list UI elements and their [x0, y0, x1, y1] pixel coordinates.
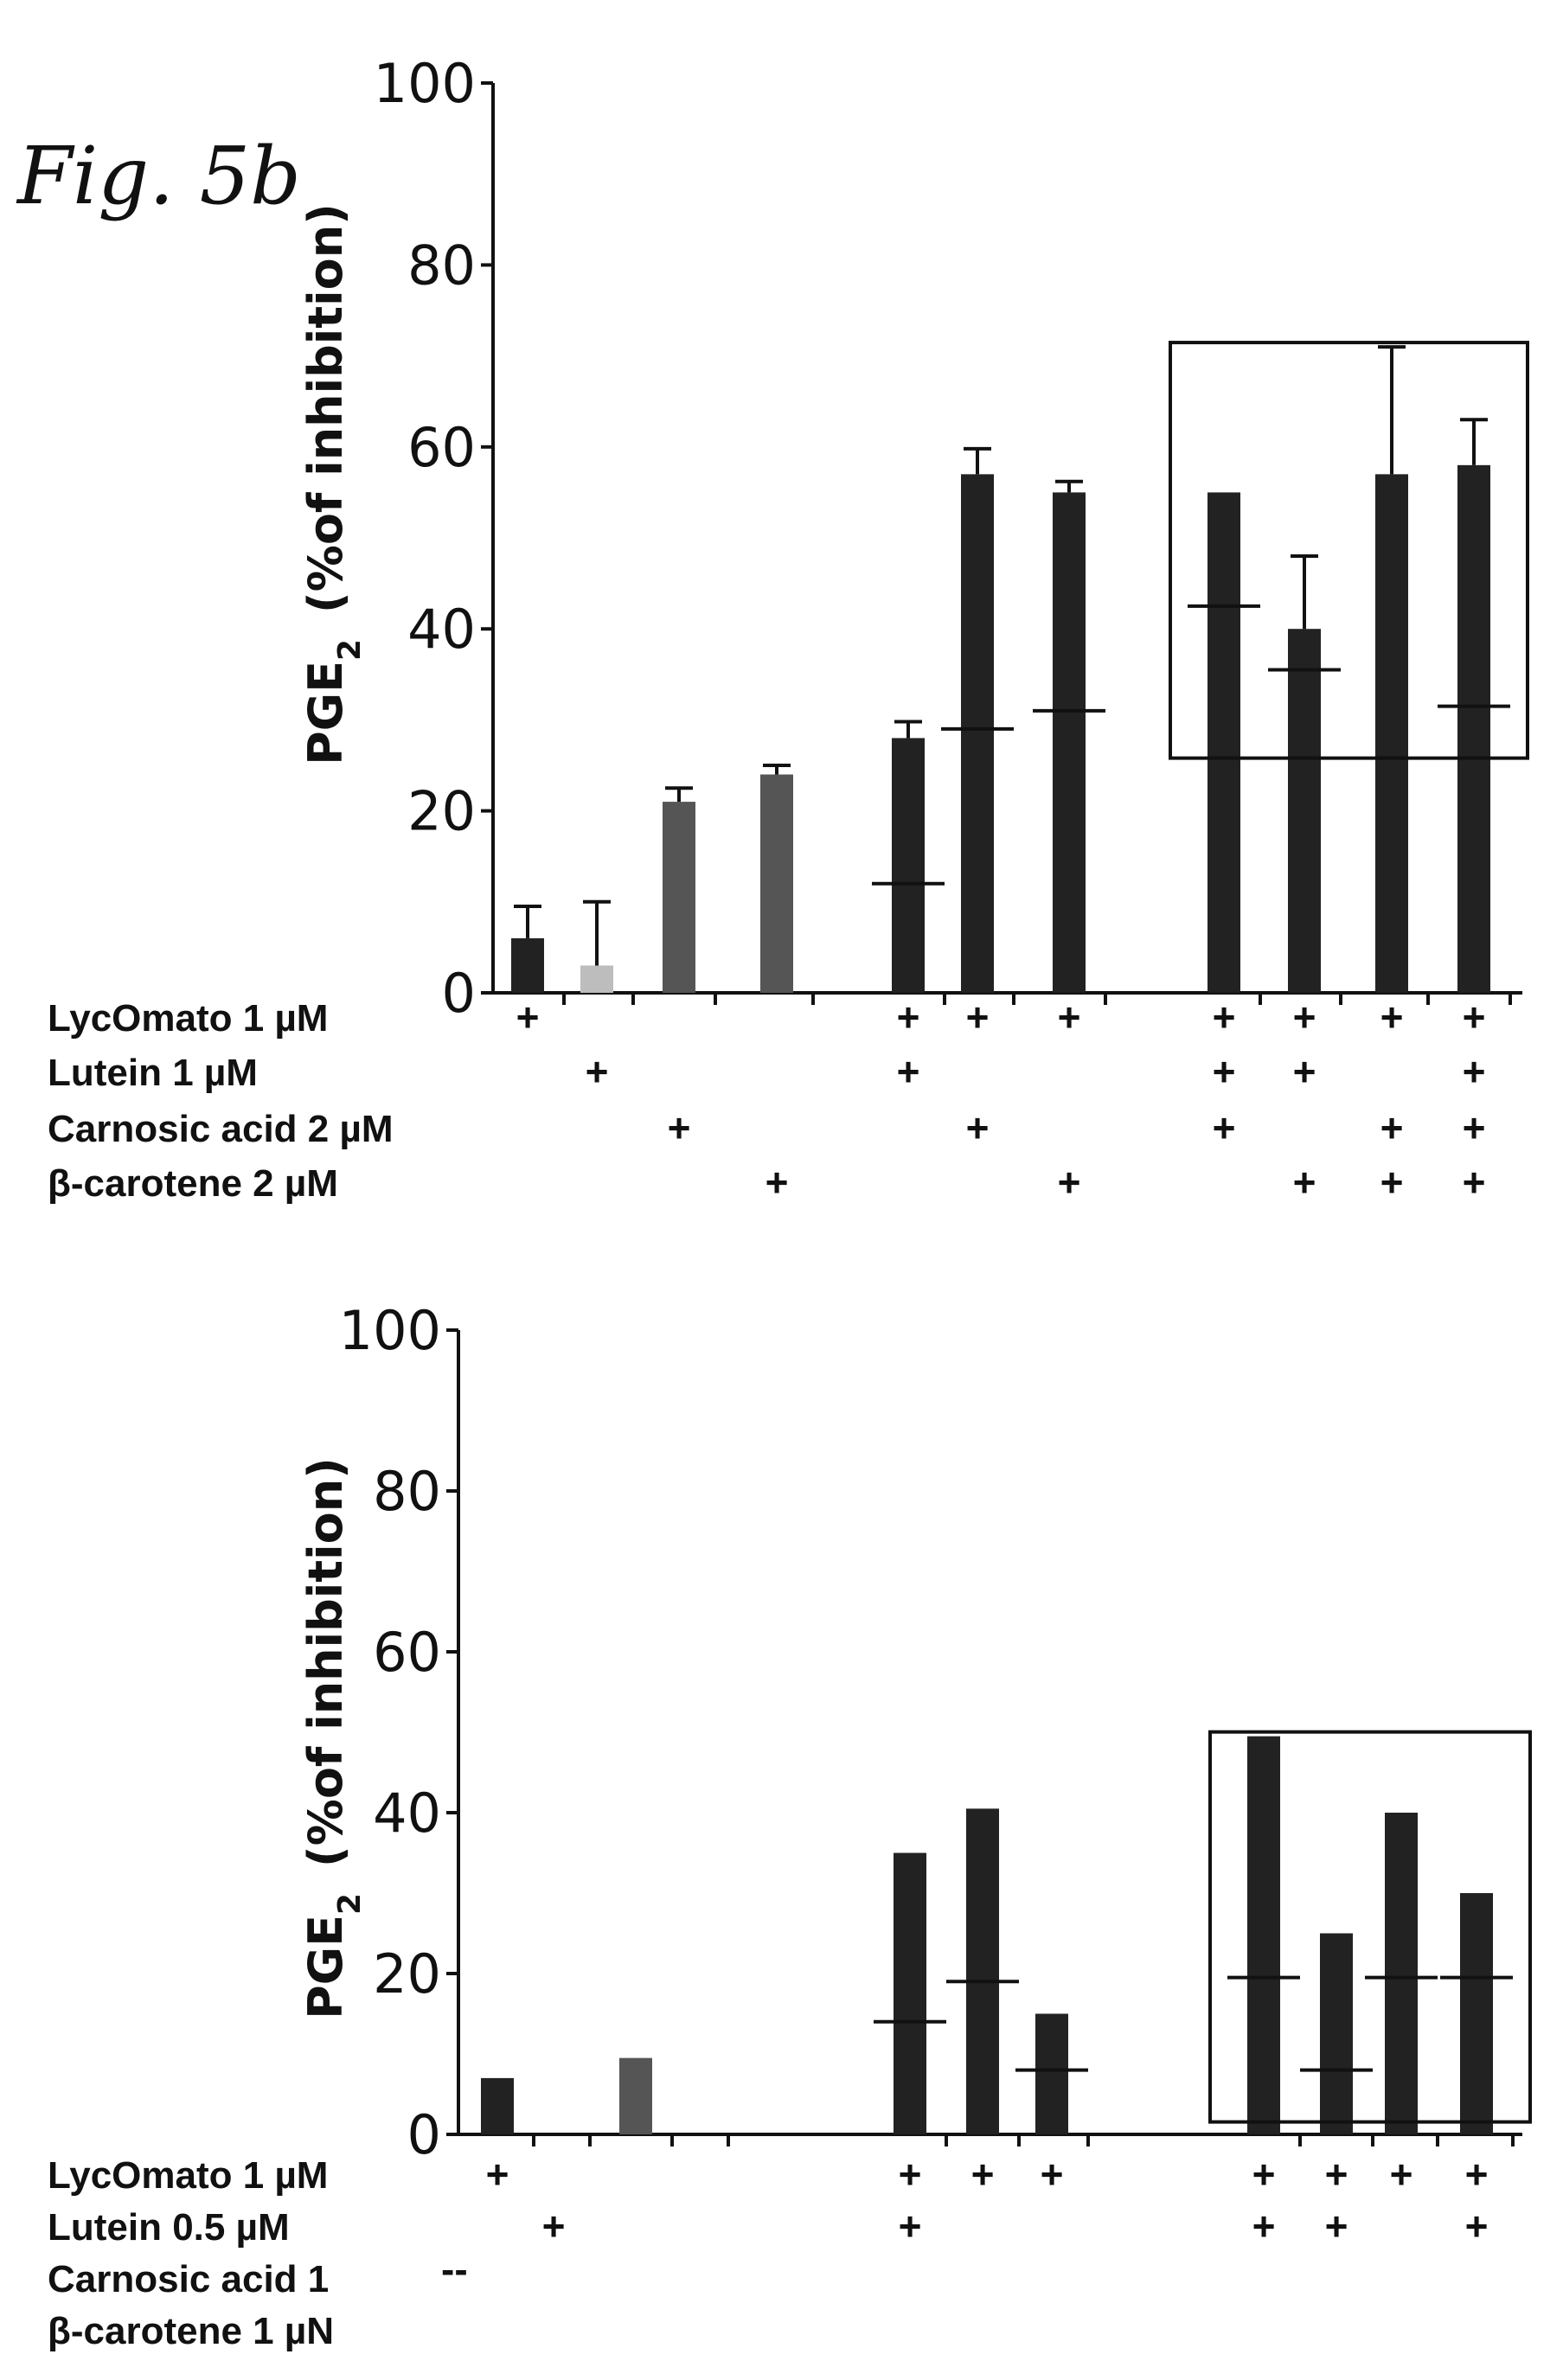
- plus-marker: +: [1463, 1105, 1486, 1150]
- row-label: Carnosic acid 2 µM: [48, 1108, 393, 1150]
- bar-6: [966, 1808, 999, 2134]
- bar-11: [1460, 1893, 1493, 2134]
- plus-marker: +: [1293, 1160, 1316, 1205]
- row-label: β-carotene 2 µM: [48, 1162, 338, 1205]
- plus-marker: +: [1213, 1105, 1236, 1150]
- y-tick-label: 40: [407, 598, 476, 661]
- plus-marker: +: [1463, 995, 1486, 1040]
- row-label: Carnosic acid 1: [48, 2258, 329, 2300]
- bar-7: [1035, 2014, 1068, 2135]
- plus-marker: +: [1465, 2152, 1489, 2197]
- figure-charts: 020406080100PGE2(%of inhibition)++++++++…: [0, 0, 1563, 2380]
- plus-marker: +: [1293, 1049, 1316, 1094]
- y-tick-label: 100: [339, 1299, 441, 1362]
- y-tick-label: 60: [407, 416, 476, 479]
- y-axis-label-main: PGE: [298, 661, 353, 765]
- row-label: β-carotene 1 µN: [48, 2310, 334, 2352]
- bar-5: [894, 1853, 926, 2135]
- carnosic-marker: --: [441, 2247, 468, 2292]
- y-tick-label: 40: [373, 1782, 441, 1845]
- plus-marker: +: [1058, 1160, 1081, 1205]
- plus-marker: +: [1041, 2152, 1064, 2197]
- plus-marker: +: [1325, 2204, 1348, 2249]
- plus-marker: +: [765, 1160, 789, 1205]
- plus-marker: +: [516, 995, 540, 1040]
- plus-marker: +: [971, 2152, 995, 2197]
- bar-6: [961, 474, 994, 993]
- plus-marker: +: [586, 1049, 609, 1094]
- plus-marker: +: [897, 1049, 920, 1094]
- bar-1: [481, 2078, 514, 2134]
- bar-3: [619, 2058, 652, 2134]
- bar-9: [1320, 1934, 1353, 2135]
- plus-marker: +: [1213, 1049, 1236, 1094]
- bar-1: [511, 938, 544, 993]
- row-label: LycOmato 1 µM: [48, 997, 328, 1040]
- plus-marker: +: [1465, 2204, 1489, 2249]
- y-tick-label: 20: [373, 1942, 441, 2006]
- bar-9: [1288, 629, 1321, 993]
- row-label: Lutein 1 µM: [48, 1052, 258, 1094]
- plus-marker: +: [1252, 2204, 1276, 2249]
- plus-marker: +: [542, 2204, 566, 2249]
- row-label: Lutein 0.5 µM: [48, 2206, 290, 2249]
- y-tick-label: 0: [442, 962, 476, 1025]
- y-axis-label-main: PGE: [298, 1915, 353, 2019]
- bar-8: [1207, 492, 1240, 993]
- bar-4: [760, 775, 793, 993]
- bar-11: [1457, 465, 1490, 993]
- y-axis-label-sub: 2: [332, 1893, 368, 1915]
- plus-marker: +: [1213, 995, 1236, 1040]
- bar-3: [663, 802, 695, 993]
- plus-marker: +: [1252, 2152, 1276, 2197]
- chart-2: 0 20 40 60 80 100 PGE2 (%of inhibition) + + + + + + + +…: [48, 1299, 1530, 2352]
- plus-marker: +: [966, 1105, 990, 1150]
- y-tick-label: 80: [407, 234, 476, 297]
- plus-marker: +: [1058, 995, 1081, 1040]
- y-axis-label-rest: (%of inhibition): [298, 203, 353, 613]
- plus-marker: +: [899, 2204, 922, 2249]
- bar-7: [1053, 492, 1086, 993]
- plus-marker: +: [966, 995, 990, 1040]
- y-axis-label: PGE2 (%of inhibition): [298, 1457, 368, 2019]
- y-tick-label: 80: [373, 1460, 441, 1523]
- plus-marker: +: [668, 1105, 691, 1150]
- bar-2: [580, 965, 613, 993]
- plus-marker: +: [899, 2152, 922, 2197]
- plus-marker: +: [486, 2152, 509, 2197]
- y-tick-label: 100: [374, 52, 476, 115]
- y-axis-label-sub: 2: [332, 639, 368, 661]
- y-tick-label: 0: [407, 2103, 441, 2166]
- plus-marker: +: [1293, 995, 1316, 1040]
- plus-marker: +: [897, 995, 920, 1040]
- bar-5: [892, 738, 925, 993]
- plus-marker: +: [1325, 2152, 1348, 2197]
- bar-10: [1375, 474, 1408, 993]
- y-tick-label: 60: [373, 1621, 441, 1684]
- bar-8: [1247, 1737, 1280, 2134]
- plus-marker: +: [1463, 1049, 1486, 1094]
- row-label: LycOmato 1 µM: [48, 2154, 328, 2197]
- plus-marker: +: [1380, 1105, 1404, 1150]
- plus-marker: +: [1463, 1160, 1486, 1205]
- plus-marker: +: [1380, 995, 1404, 1040]
- y-tick-label: 20: [407, 780, 476, 843]
- plus-marker: +: [1380, 1160, 1404, 1205]
- chart-1: 0 20 40 60 80 100 PGE2 (%of inhibition) + + + + + + + +…: [48, 52, 1528, 1205]
- bar-10: [1385, 1813, 1418, 2134]
- y-axis-label: PGE2 (%of inhibition): [298, 203, 368, 765]
- plus-marker: +: [1390, 2152, 1413, 2197]
- y-axis-label-rest: (%of inhibition): [298, 1457, 353, 1867]
